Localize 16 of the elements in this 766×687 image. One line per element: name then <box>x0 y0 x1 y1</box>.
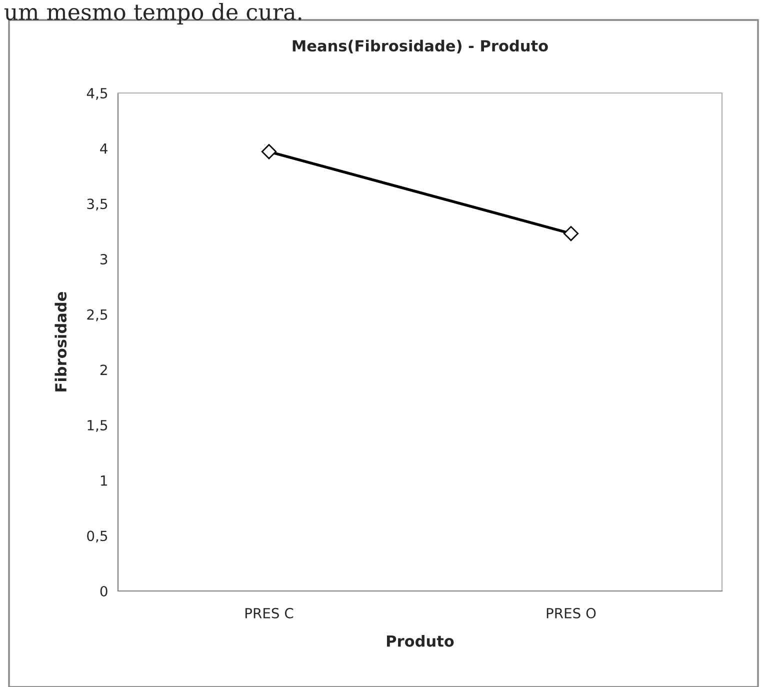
y-tick-label: 4,5 <box>86 88 108 100</box>
text: um mesmo tempo de cura. <box>4 3 302 25</box>
x-axis-title: Produto <box>386 634 454 647</box>
y-tick-label: 2 <box>100 364 107 375</box>
chart-title: Means(Fibrosidade) - Produto <box>292 40 548 54</box>
y-tick-label: 4 <box>100 143 108 154</box>
y-tick-label: 2,5 <box>87 309 108 322</box>
x-tick-label: PRES O <box>546 608 596 618</box>
y-tick-label: 0 <box>100 586 108 596</box>
y-tick-label: 3,5 <box>87 198 108 211</box>
y-tick-label: 0,5 <box>87 530 108 543</box>
x-tick-label: PRES C <box>245 608 294 618</box>
y-axis-title: Fibrosidade <box>54 292 67 392</box>
y-tick-label: 3 <box>100 254 108 264</box>
y-tick-label: 1 <box>100 475 107 486</box>
y-tick-label: 1,5 <box>88 420 108 432</box>
